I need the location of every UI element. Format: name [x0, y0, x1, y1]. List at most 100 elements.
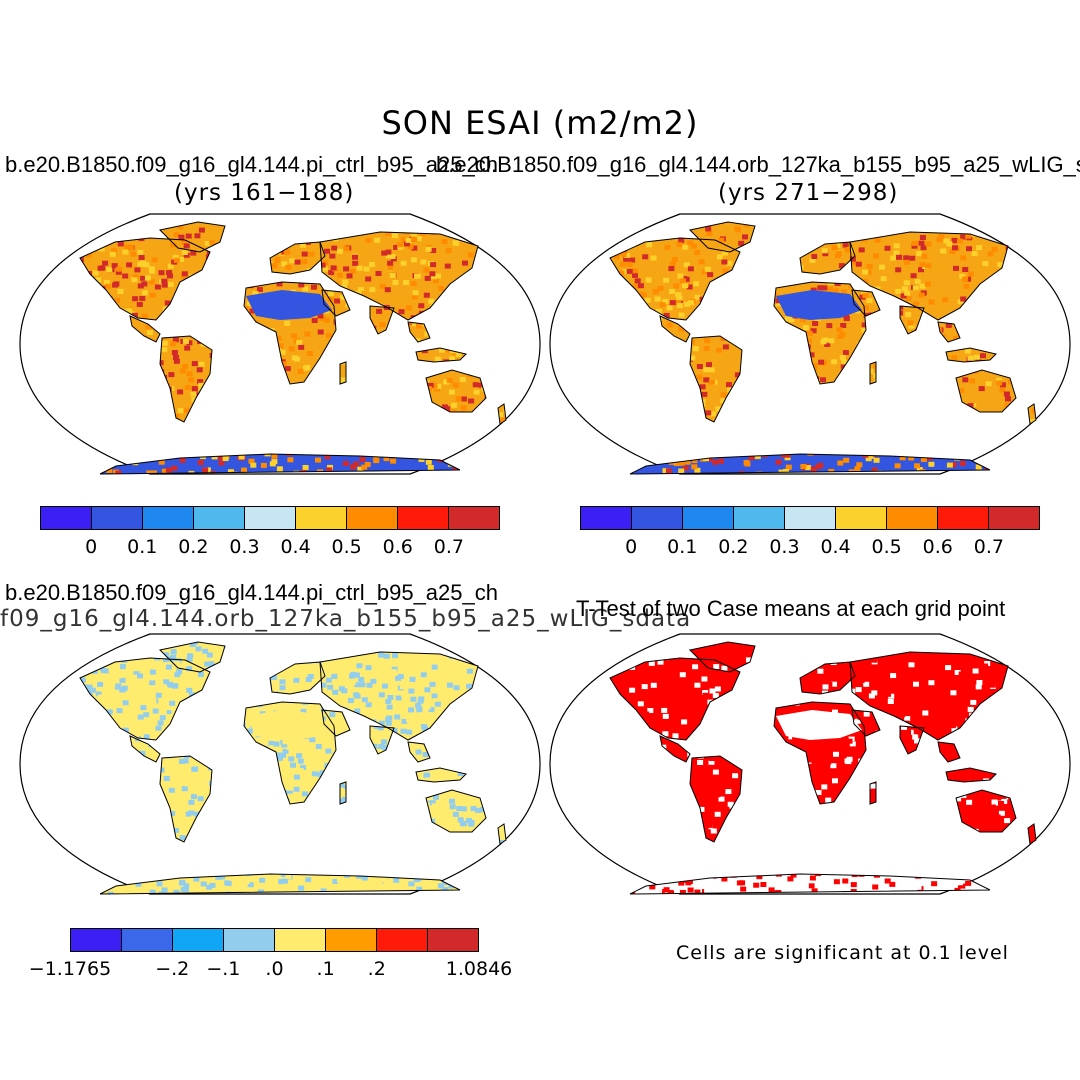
coastline-northAmerica: [609, 237, 741, 321]
coastline-southAmerica: [159, 335, 213, 423]
colorbar-swatch: [683, 507, 734, 529]
coastline-europe: [799, 661, 856, 695]
land-northAmerica: [80, 658, 210, 740]
colorbar-swatch: [989, 507, 1039, 529]
colorbar-swatch: [428, 929, 478, 951]
colorbar-tick-label: −.1: [206, 958, 241, 980]
coastline-greenland: [158, 221, 226, 253]
coastline-centralAmerica: [659, 315, 691, 343]
land-northAmerica: [610, 658, 740, 740]
colorbar-tick-label: 0.2: [178, 536, 209, 558]
colorbar-swatch: [41, 507, 92, 529]
coastline-australia: [955, 789, 1017, 833]
colorbar-tick-label: −1.1765: [28, 958, 112, 980]
land-centralAmerica: [660, 736, 690, 762]
coastline-greenland: [688, 221, 756, 253]
sahara-region: [776, 710, 862, 740]
coastline-australia: [955, 369, 1017, 413]
colorbar-swatch: [92, 507, 143, 529]
panel-ctrl-colorbar: [40, 506, 500, 530]
land-centralAmerica: [130, 736, 160, 762]
colorbar-tick-label: 0.2: [718, 536, 749, 558]
coastline-seAsia: [937, 741, 961, 763]
coastline-antarctica: [629, 453, 991, 475]
panel-orb-case-label: b.e20.B1850.f09_g16_gl4.144.orb_127ka_b1…: [436, 152, 1080, 177]
coastline-arabia: [851, 289, 881, 317]
colorbar-swatch: [449, 507, 499, 529]
colorbar-swatch: [173, 929, 224, 951]
colorbar-tick-label: 0.3: [769, 536, 800, 558]
coastline-greenland: [688, 641, 756, 673]
coastline-europe: [269, 661, 326, 695]
colorbar-swatch: [938, 507, 989, 529]
colorbar-tick-label: .0: [265, 958, 284, 980]
colorbar-swatch: [347, 507, 398, 529]
coastline-asia: [319, 231, 479, 321]
colorbar-swatch: [122, 929, 173, 951]
coastline-southAmerica: [689, 335, 743, 423]
colorbar-swatch: [275, 929, 326, 951]
panel-ctrl-years: (yrs 161−188): [174, 180, 355, 206]
land-greenland: [690, 642, 755, 672]
colorbar-tick-label: 0.7: [433, 536, 464, 558]
land-centralAmerica: [130, 316, 160, 342]
coastline-indonesia: [945, 767, 997, 783]
sahara-region: [776, 290, 862, 320]
colorbar-swatch: [632, 507, 683, 529]
panel-ttest-title: T-Test of two Case means at each grid po…: [576, 596, 1006, 621]
coastline-newZealand: [1027, 823, 1037, 845]
coastline-europe: [269, 241, 326, 275]
colorbar-tick-label: 0.1: [127, 536, 158, 558]
coastline-northAmerica: [609, 657, 741, 741]
panel-ctrl-map: [19, 213, 541, 475]
coastline-europe: [799, 241, 856, 275]
panel-orb-years: (yrs 271−298): [718, 180, 899, 206]
sahara-region: [246, 710, 332, 740]
colorbar-swatch: [734, 507, 785, 529]
panel-diff-case-label: b.e20.B1850.f09_g16_gl4.144.pi_ctrl_b95_…: [5, 580, 498, 605]
colorbar-swatch: [194, 507, 245, 529]
land-antarctica: [100, 454, 460, 474]
colorbar-tick-label: 0.4: [820, 536, 851, 558]
panel-orb-map: [549, 213, 1071, 475]
coastline-arabia: [321, 709, 351, 737]
coastline-africa: [243, 701, 337, 805]
coastline-centralAmerica: [129, 315, 161, 343]
colorbar-swatch: [143, 507, 194, 529]
colorbar-swatch: [887, 507, 938, 529]
coastline-newZealand: [497, 823, 507, 845]
colorbar-tick-label: 0.6: [922, 536, 953, 558]
coastline-asia: [849, 651, 1009, 741]
coastline-india: [369, 725, 395, 755]
colorbar-tick-label: 0.1: [667, 536, 698, 558]
land-newZealand: [498, 824, 506, 844]
land-arabia: [852, 290, 880, 316]
colorbar-tick-label: 0: [85, 536, 98, 558]
coastline-indonesia: [415, 347, 467, 363]
coastline-arabia: [851, 709, 881, 737]
coastline-newZealand: [497, 403, 507, 425]
coastline-newZealand: [1027, 403, 1037, 425]
coastline-madagascar: [339, 781, 347, 805]
coastline-seAsia: [407, 741, 431, 763]
coastline-asia: [319, 651, 479, 741]
coastline-greenland: [158, 641, 226, 673]
land-asia: [850, 232, 1008, 320]
colorbar-swatch: [296, 507, 347, 529]
colorbar-tick-label: 0.6: [382, 536, 413, 558]
land-seAsia: [408, 322, 430, 342]
coastline-seAsia: [407, 321, 431, 343]
colorbar-tick-label: 0.5: [331, 536, 362, 558]
colorbar-swatch: [581, 507, 632, 529]
coastline-southAmerica: [159, 755, 213, 843]
land-europe: [800, 662, 855, 694]
colorbar-tick-label: .2: [367, 958, 386, 980]
coastline-asia: [849, 231, 1009, 321]
panel-diff-colorbar: [70, 928, 479, 952]
panel-ttest-note: Cells are significant at 0.1 level: [676, 942, 1009, 964]
colorbar-tick-label: −.2: [155, 958, 190, 980]
colorbar-swatch: [836, 507, 887, 529]
coastline-india: [899, 725, 925, 755]
colorbar-tick-label: .1: [316, 958, 335, 980]
